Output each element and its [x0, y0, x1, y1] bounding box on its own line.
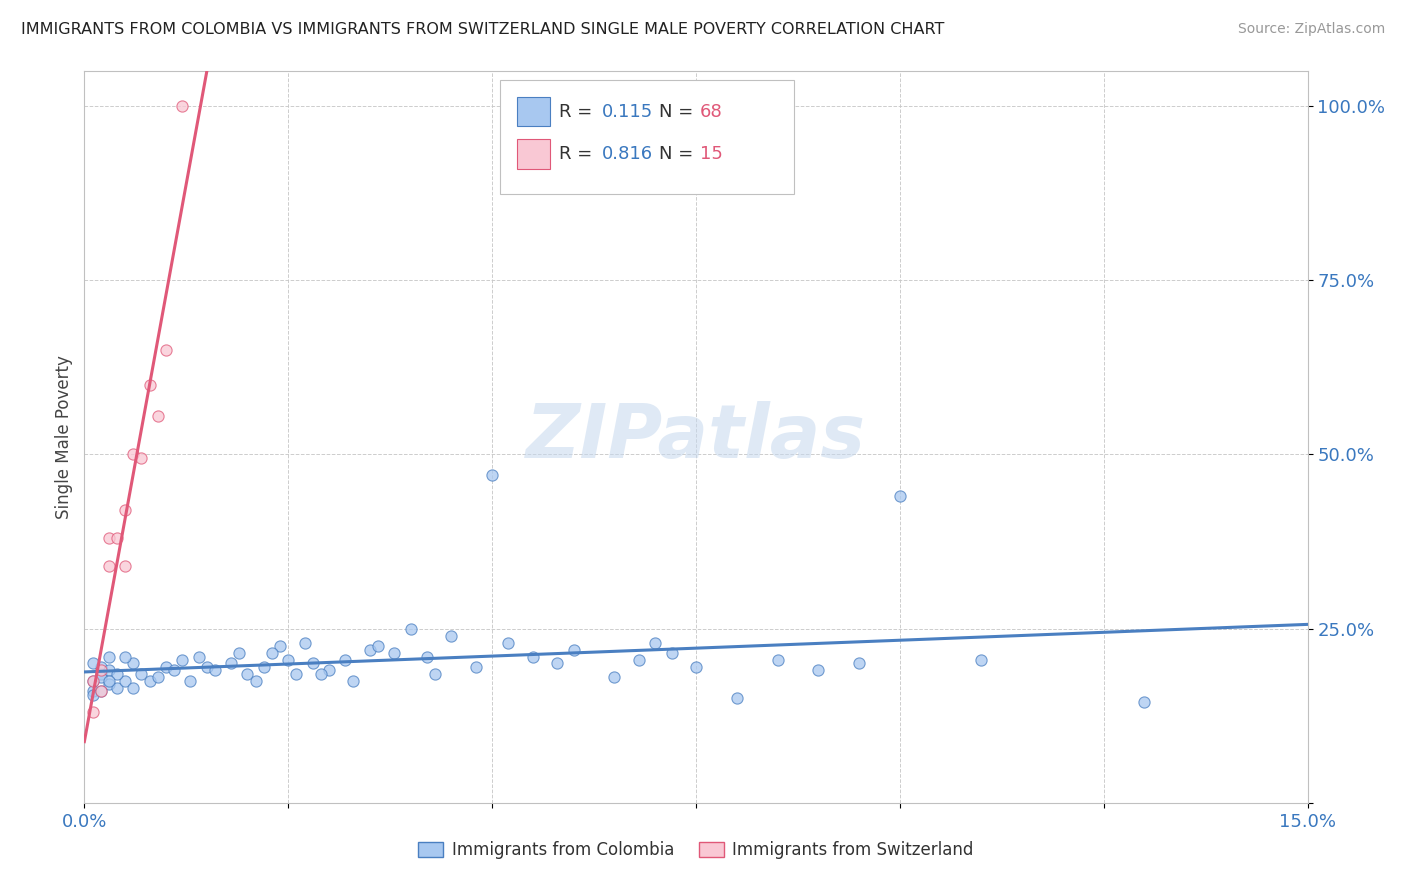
Point: [82, 705, 104, 719]
Point: [82, 657, 104, 671]
Point: [204, 664, 226, 678]
Point: [138, 377, 160, 392]
Point: [90, 684, 112, 698]
Text: 0.115: 0.115: [602, 103, 652, 120]
Point: [627, 653, 650, 667]
Point: [399, 622, 422, 636]
Text: Source: ZipAtlas.com: Source: ZipAtlas.com: [1237, 22, 1385, 37]
Text: ZIPatlas: ZIPatlas: [526, 401, 866, 474]
Point: [219, 657, 242, 671]
Point: [416, 649, 439, 664]
Point: [114, 649, 136, 664]
FancyBboxPatch shape: [501, 80, 794, 194]
Point: [848, 657, 870, 671]
Point: [122, 681, 145, 695]
Point: [187, 649, 209, 664]
Point: [498, 635, 520, 649]
Point: [423, 667, 446, 681]
Point: [82, 673, 104, 688]
Point: [90, 667, 112, 681]
Point: [970, 653, 993, 667]
Point: [481, 468, 503, 483]
Point: [546, 657, 568, 671]
Point: [122, 448, 145, 462]
Point: [138, 673, 160, 688]
Point: [97, 649, 120, 664]
Point: [382, 646, 405, 660]
Text: IMMIGRANTS FROM COLOMBIA VS IMMIGRANTS FROM SWITZERLAND SINGLE MALE POVERTY CORR: IMMIGRANTS FROM COLOMBIA VS IMMIGRANTS F…: [21, 22, 945, 37]
Point: [114, 673, 136, 688]
Point: [367, 639, 389, 653]
Point: [522, 649, 544, 664]
Point: [82, 688, 104, 702]
Point: [97, 673, 120, 688]
Point: [603, 670, 626, 684]
Point: [245, 673, 267, 688]
Point: [82, 684, 104, 698]
Point: [97, 677, 120, 691]
Point: [105, 667, 128, 681]
Point: [97, 531, 120, 545]
Point: [440, 629, 463, 643]
Point: [562, 642, 585, 657]
Point: [122, 657, 145, 671]
Point: [90, 684, 112, 698]
Text: R =: R =: [560, 145, 598, 163]
Point: [97, 664, 120, 678]
Point: [464, 660, 486, 674]
Point: [163, 664, 186, 678]
Point: [766, 653, 789, 667]
Text: 0.816: 0.816: [602, 145, 652, 163]
Point: [131, 667, 153, 681]
Point: [90, 660, 112, 674]
Point: [90, 670, 112, 684]
Point: [114, 558, 136, 573]
Point: [318, 664, 340, 678]
Point: [146, 670, 169, 684]
Point: [155, 343, 177, 357]
Point: [236, 667, 259, 681]
Point: [294, 635, 316, 649]
Point: [179, 673, 201, 688]
Point: [644, 635, 666, 649]
Point: [725, 691, 748, 706]
Point: [807, 664, 830, 678]
Point: [253, 660, 276, 674]
Point: [661, 646, 683, 660]
Point: [685, 660, 707, 674]
Point: [359, 642, 381, 657]
FancyBboxPatch shape: [517, 97, 550, 127]
Text: R =: R =: [560, 103, 598, 120]
Legend: Immigrants from Colombia, Immigrants from Switzerland: Immigrants from Colombia, Immigrants fro…: [411, 833, 981, 868]
Text: 15: 15: [700, 145, 723, 163]
Text: N =: N =: [659, 145, 699, 163]
Point: [277, 653, 299, 667]
Point: [146, 409, 169, 424]
Y-axis label: Single Male Poverty: Single Male Poverty: [55, 355, 73, 519]
Point: [97, 558, 120, 573]
Point: [335, 653, 357, 667]
Point: [889, 489, 911, 503]
Point: [155, 660, 177, 674]
Point: [90, 664, 112, 678]
Point: [269, 639, 291, 653]
Point: [195, 660, 218, 674]
Point: [105, 681, 128, 695]
Point: [285, 667, 308, 681]
Point: [1133, 695, 1156, 709]
Point: [342, 673, 364, 688]
Point: [309, 667, 332, 681]
Text: N =: N =: [659, 103, 699, 120]
Point: [228, 646, 250, 660]
Point: [105, 531, 128, 545]
Point: [172, 99, 194, 113]
Point: [172, 653, 194, 667]
Point: [301, 657, 323, 671]
Text: 68: 68: [700, 103, 723, 120]
Point: [131, 450, 153, 465]
Point: [260, 646, 283, 660]
FancyBboxPatch shape: [517, 139, 550, 169]
Point: [114, 503, 136, 517]
Point: [82, 673, 104, 688]
